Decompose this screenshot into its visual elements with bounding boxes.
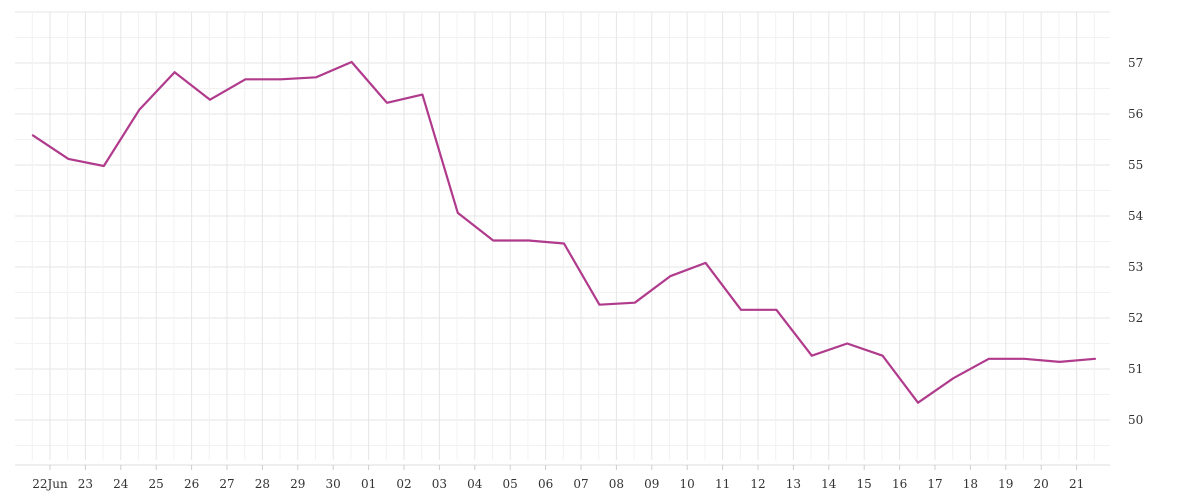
x-tick-label: 17: [927, 477, 942, 491]
x-tick-label: 08: [609, 477, 624, 491]
x-tick-label: 24: [113, 477, 129, 491]
x-tick-label: 05: [503, 477, 518, 491]
x-tick-label: 23: [78, 477, 93, 491]
y-tick-label: 53: [1128, 260, 1143, 274]
series-layer: [31, 60, 1097, 404]
y-tick-label: 54: [1128, 209, 1144, 223]
x-tick-label: 04: [467, 477, 483, 491]
x-tick-label: 11: [715, 477, 730, 491]
x-tick-label: 25: [149, 477, 164, 491]
y-tick-label: 52: [1128, 311, 1143, 325]
y-tick-label: 50: [1128, 413, 1143, 427]
grid: [15, 11, 1110, 460]
x-tick-label: 02: [396, 477, 411, 491]
y-tick-label: 51: [1128, 362, 1143, 376]
x-tick-label: 18: [963, 477, 978, 491]
x-tick-label: 20: [1034, 477, 1049, 491]
y-tick-label: 55: [1128, 158, 1143, 172]
x-tick-label: 29: [290, 477, 305, 491]
x-tick-label: 03: [432, 477, 447, 491]
x-tick-label: 12: [750, 477, 765, 491]
x-tick-label: 10: [680, 477, 695, 491]
x-tick-label: 19: [998, 477, 1013, 491]
x-tick-label: 13: [786, 477, 801, 491]
x-tick-label: 01: [361, 477, 376, 491]
series-line: [31, 60, 1097, 404]
y-tick-label: 56: [1128, 107, 1143, 121]
x-tick-label: 15: [857, 477, 872, 491]
tick-labels: 22Jun 23 24 25 26 27 28 29 30 01 02 03 04 05 06 07 08 09 1…: [32, 56, 1143, 491]
x-tick-label: 06: [538, 477, 553, 491]
x-tick-label: 22Jun: [32, 477, 68, 491]
axes: [15, 464, 1110, 470]
x-tick-label: 27: [219, 477, 234, 491]
x-tick-label: 14: [821, 477, 837, 491]
x-tick-label: 09: [644, 477, 659, 491]
x-tick-label: 28: [255, 477, 270, 491]
x-tick-label: 26: [184, 477, 199, 491]
x-tick-label: 30: [326, 477, 341, 491]
x-tick-label: 21: [1069, 477, 1084, 491]
x-tick-label: 07: [573, 477, 588, 491]
x-tick-label: 16: [892, 477, 907, 491]
y-tick-label: 57: [1128, 56, 1143, 70]
